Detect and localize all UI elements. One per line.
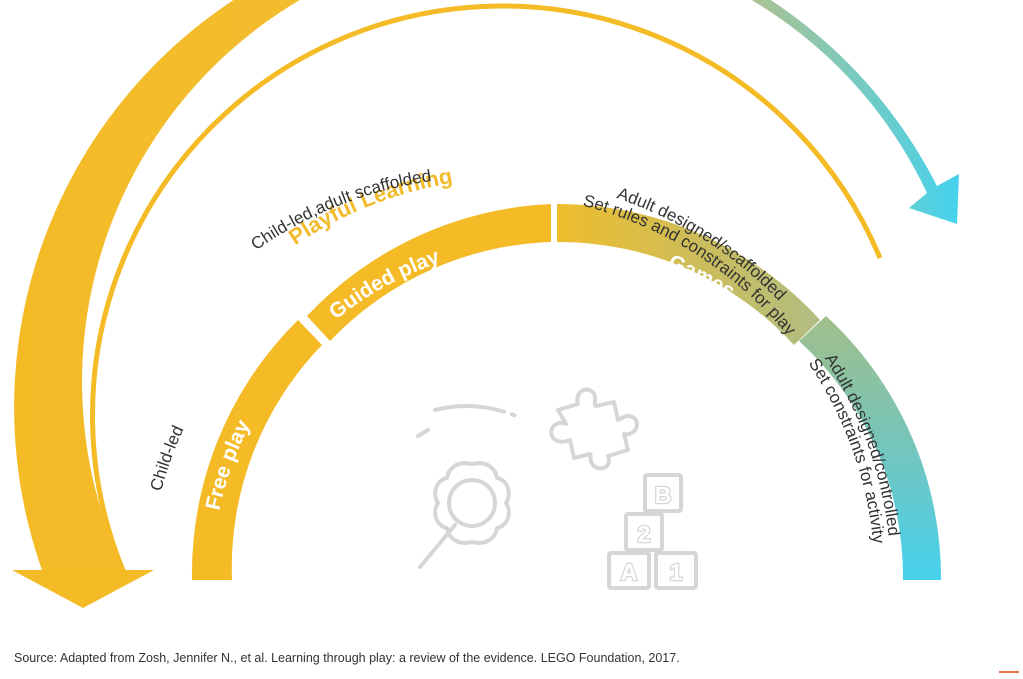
segment-direct-instructions bbox=[799, 316, 942, 580]
decorative-icons: B 2 A 1 bbox=[416, 387, 698, 590]
continuum-arrow: Continuum of playful learning bbox=[12, 0, 959, 608]
source-citation: Source: Adapted from Zosh, Jennifer N., … bbox=[14, 651, 680, 665]
segment-games bbox=[557, 204, 820, 345]
continuum-arrow-head bbox=[12, 570, 154, 608]
block-number-1: 1 bbox=[670, 559, 683, 585]
segment-free-play bbox=[191, 320, 322, 580]
block-number-2: 2 bbox=[638, 521, 651, 547]
block-letter-b: B bbox=[655, 482, 672, 508]
segment-guided-play bbox=[307, 204, 551, 341]
magnifier-flower-icon bbox=[418, 461, 511, 569]
svg-text:Child-led: Child-led bbox=[147, 423, 188, 493]
motion-arc-icon bbox=[433, 404, 527, 422]
puzzle-piece-icon bbox=[549, 387, 639, 471]
abc-blocks-icon: B 2 A 1 bbox=[607, 473, 698, 590]
corner-accent-line bbox=[999, 671, 1019, 673]
playful-arc-line bbox=[90, 3, 883, 574]
motion-dash-icon bbox=[416, 428, 430, 438]
free-play-description: Child-led bbox=[147, 423, 188, 493]
block-letter-a: A bbox=[621, 559, 638, 585]
